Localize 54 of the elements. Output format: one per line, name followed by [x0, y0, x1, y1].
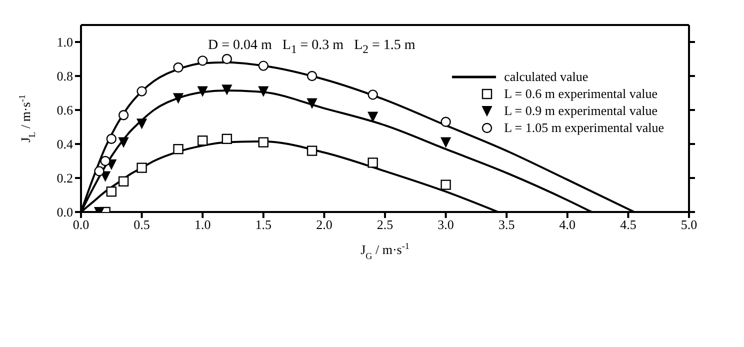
- point: [136, 86, 147, 96]
- y-tick-label: 0.2: [56, 170, 73, 186]
- point: [118, 137, 129, 148]
- point: [118, 110, 129, 120]
- point: [198, 56, 208, 66]
- y-tick-label: 0.8: [56, 68, 73, 84]
- x-tick-label: 1.0: [194, 217, 211, 232]
- annotation: D = 0.04 m L$_{1}$ = 0.3 m L$_{2}$ = 1.5 m: [208, 38, 416, 56]
- point: [258, 137, 268, 148]
- point: [222, 54, 232, 64]
- x-tick-label: 4.0: [559, 217, 576, 232]
- x-tick-label: 5.0: [680, 217, 698, 232]
- point: [306, 70, 318, 82]
- point: [440, 137, 451, 148]
- point: [440, 180, 451, 190]
- point: [222, 84, 232, 95]
- point: [368, 158, 378, 168]
- point: [106, 134, 116, 144]
- y-tick-label: 0.6: [56, 102, 74, 118]
- legend-label: L = 0.6 m experimental value: [504, 85, 658, 102]
- point: [136, 118, 147, 129]
- x-tick-label: 0.5: [134, 217, 150, 232]
- point: [118, 176, 129, 186]
- point: [106, 186, 116, 197]
- point: [173, 144, 184, 154]
- point: [94, 166, 104, 176]
- legend-label: L = 1.05 m experimental value: [504, 119, 664, 136]
- point: [258, 86, 268, 96]
- x-tick-label: 4.5: [620, 217, 636, 232]
- x-tick-label: 2.0: [316, 217, 332, 232]
- point: [198, 86, 208, 96]
- point: [440, 116, 451, 127]
- y-tick-label: 1.0: [56, 34, 73, 50]
- point: [198, 136, 208, 146]
- point: [173, 93, 184, 104]
- x-tick-label: 2.5: [376, 217, 394, 232]
- y-tick-label: 0.4: [56, 136, 74, 152]
- x-axis-title: J$_{G}$ / m·s$^{-1}$: [360, 241, 410, 261]
- point: [173, 62, 184, 73]
- x-tick-label: 3.5: [498, 217, 515, 232]
- x-tick-label: 1.5: [255, 217, 272, 232]
- point: [258, 60, 268, 71]
- x-tick-label: 0.0: [72, 217, 90, 232]
- point: [136, 162, 147, 173]
- point: [222, 134, 232, 144]
- point: [368, 112, 378, 122]
- point: [307, 98, 318, 108]
- y-tick-label: 0.0: [56, 204, 73, 220]
- legend-label: L = 0.9 m experimental value: [504, 102, 658, 119]
- point: [306, 146, 318, 156]
- legend-label: calculated value: [504, 68, 588, 85]
- x-tick-label: 3.0: [438, 217, 454, 232]
- point: [100, 156, 110, 166]
- point: [368, 90, 378, 100]
